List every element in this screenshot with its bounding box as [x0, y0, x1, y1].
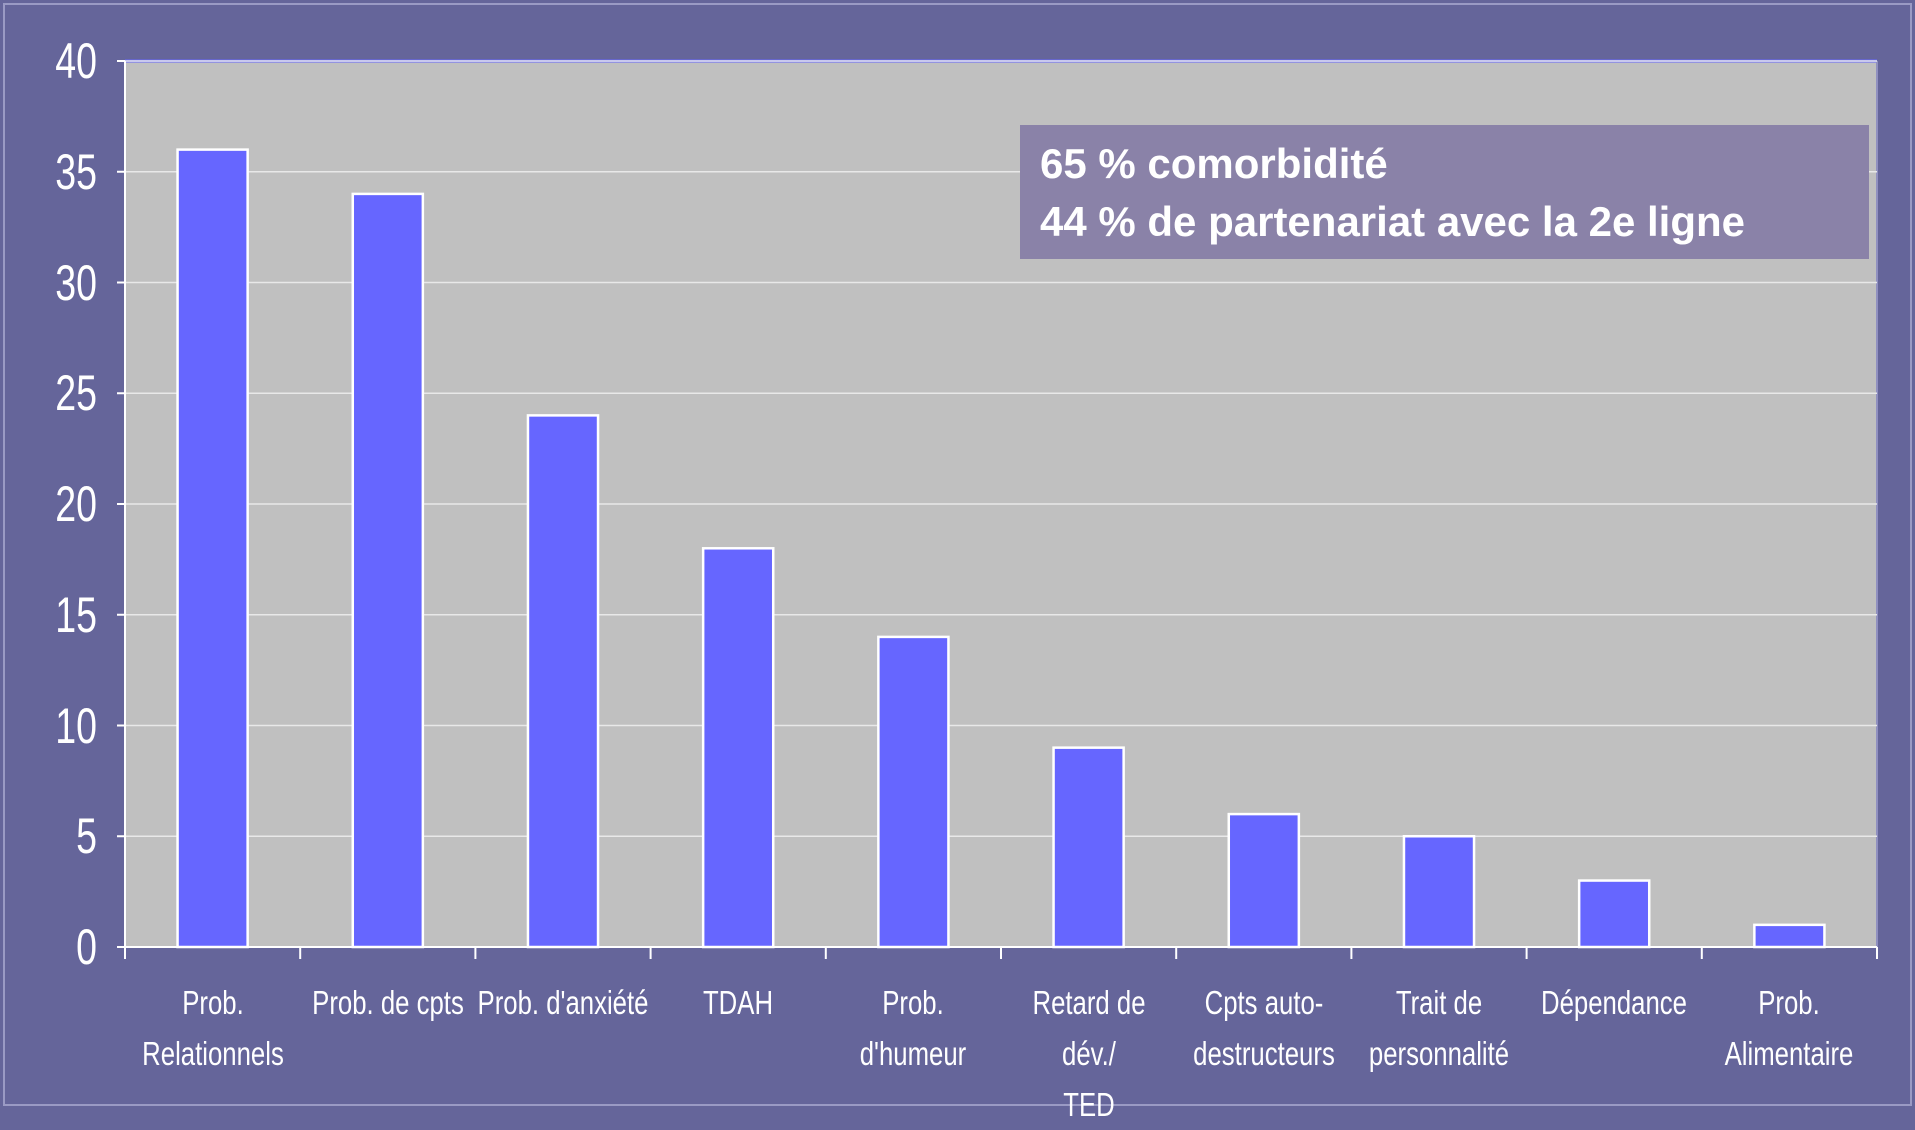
bar [526, 414, 600, 949]
x-tick-label: Retard de dév./ TED [1032, 984, 1146, 1123]
bar [1402, 835, 1476, 949]
y-tick-label: 5 [76, 808, 97, 865]
x-tick-label: TDAH [703, 984, 774, 1021]
y-tick-label: 15 [55, 586, 97, 643]
x-tick-label: Dépendance [1541, 984, 1688, 1021]
bar [1052, 746, 1125, 949]
y-tick-label: 40 [55, 33, 97, 89]
y-tick-label: 35 [55, 143, 97, 200]
bar [1577, 879, 1651, 949]
bar [1227, 812, 1301, 949]
y-tick-label: 25 [55, 365, 97, 422]
x-tick-label: Cpts auto- destructeurs [1192, 984, 1335, 1072]
annotation-line: 44 % de partenariat avec la 2e ligne [1040, 198, 1746, 245]
bar [176, 148, 249, 949]
x-tick-label: Trait de personnalité [1368, 984, 1510, 1072]
x-tick-label: Prob. Relationnels [141, 984, 284, 1072]
x-tick-label: Prob. d'anxiété [477, 984, 649, 1021]
bar [351, 192, 425, 949]
bar [877, 635, 950, 949]
y-tick-label: 0 [76, 919, 97, 975]
annotation-box: 65 % comorbidité 44 % de partenariat avec… [1020, 125, 1869, 259]
x-tick-label: Prob. d'humeur [860, 984, 967, 1072]
bar [1753, 923, 1826, 949]
annotation-line: 65 % comorbidité [1040, 140, 1388, 187]
y-tick-label: 10 [55, 697, 97, 754]
bar [701, 547, 775, 949]
frame [3, 3, 1912, 1106]
x-tick-label: Prob. Alimentaire [1725, 984, 1854, 1072]
y-tick-label: 20 [55, 476, 97, 532]
y-tick-label: 30 [55, 254, 97, 311]
x-tick-label: Prob. de cpts [311, 984, 464, 1021]
